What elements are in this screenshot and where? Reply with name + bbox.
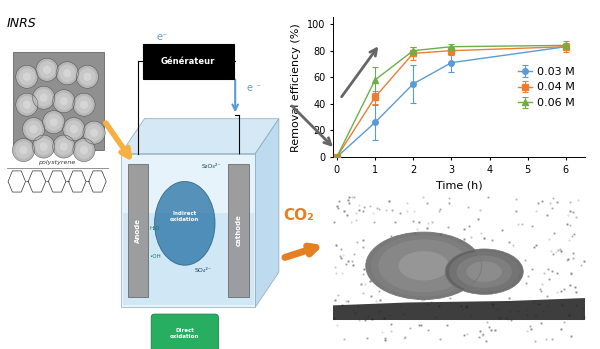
Circle shape — [70, 125, 78, 133]
Legend: 0.03 M, 0.04 M, 0.06 M: 0.03 M, 0.04 M, 0.06 M — [514, 62, 580, 112]
Circle shape — [80, 146, 88, 154]
Circle shape — [43, 66, 51, 74]
Bar — [229, 164, 248, 297]
Polygon shape — [121, 119, 279, 154]
Circle shape — [76, 65, 98, 88]
Circle shape — [65, 120, 82, 138]
Text: polystyrene: polystyrene — [38, 160, 76, 165]
Bar — [13, 52, 104, 150]
Circle shape — [55, 138, 72, 155]
Text: Direct
oxidation: Direct oxidation — [170, 328, 199, 339]
Text: e ⁻: e ⁻ — [247, 83, 261, 93]
Text: cathode: cathode — [236, 214, 242, 246]
Circle shape — [23, 118, 44, 141]
Text: H₂O: H₂O — [149, 227, 160, 231]
Circle shape — [15, 141, 32, 159]
Circle shape — [13, 139, 35, 162]
X-axis label: Time (h): Time (h) — [436, 180, 482, 190]
Circle shape — [25, 120, 42, 138]
Text: CO₂: CO₂ — [284, 208, 314, 223]
FancyBboxPatch shape — [143, 44, 233, 79]
Circle shape — [53, 90, 75, 113]
Circle shape — [371, 235, 476, 297]
Circle shape — [398, 251, 449, 281]
Bar — [122, 213, 254, 305]
Text: INRS: INRS — [7, 17, 37, 30]
Circle shape — [83, 73, 91, 81]
Circle shape — [16, 65, 38, 88]
Text: SO₄²⁻: SO₄²⁻ — [195, 268, 212, 273]
Circle shape — [32, 86, 55, 109]
Ellipse shape — [155, 181, 215, 265]
Circle shape — [38, 61, 55, 79]
Circle shape — [29, 125, 38, 133]
Text: e⁻: e⁻ — [157, 32, 167, 42]
Circle shape — [86, 124, 103, 141]
Circle shape — [53, 135, 75, 158]
Text: Générateur: Générateur — [161, 57, 215, 66]
Circle shape — [35, 89, 52, 106]
Circle shape — [60, 142, 68, 151]
Circle shape — [59, 65, 76, 82]
Circle shape — [63, 69, 71, 77]
Circle shape — [40, 142, 48, 151]
Circle shape — [19, 146, 28, 154]
Circle shape — [43, 111, 65, 134]
Circle shape — [46, 113, 62, 131]
Text: 1 μm: 1 μm — [508, 322, 521, 327]
Circle shape — [83, 121, 105, 144]
Circle shape — [55, 92, 72, 110]
Circle shape — [80, 101, 88, 109]
Circle shape — [32, 135, 55, 158]
Circle shape — [23, 101, 31, 109]
Circle shape — [23, 73, 31, 81]
Circle shape — [16, 93, 38, 116]
Bar — [128, 164, 148, 297]
Text: Indirect
oxidation: Indirect oxidation — [170, 211, 199, 222]
Circle shape — [90, 128, 98, 137]
Text: •OH: •OH — [149, 254, 160, 259]
Circle shape — [79, 68, 96, 86]
Text: S₂O₈²⁻: S₂O₈²⁻ — [202, 164, 221, 169]
Circle shape — [19, 96, 35, 113]
Circle shape — [73, 93, 95, 116]
Bar — [121, 154, 256, 307]
Circle shape — [56, 62, 78, 85]
Circle shape — [445, 249, 523, 295]
Circle shape — [40, 94, 48, 102]
Circle shape — [50, 118, 58, 126]
Polygon shape — [256, 119, 279, 307]
Circle shape — [457, 255, 512, 288]
Circle shape — [73, 139, 95, 162]
Circle shape — [76, 141, 92, 159]
Text: Anode: Anode — [135, 218, 141, 243]
Circle shape — [449, 251, 520, 292]
Circle shape — [60, 97, 68, 105]
Circle shape — [379, 239, 469, 292]
Circle shape — [467, 261, 502, 282]
Y-axis label: Removal efficiency (%): Removal efficiency (%) — [292, 23, 301, 151]
FancyBboxPatch shape — [151, 314, 218, 349]
Circle shape — [36, 58, 58, 81]
Circle shape — [19, 68, 35, 86]
Circle shape — [76, 96, 92, 113]
Circle shape — [366, 232, 482, 299]
Circle shape — [35, 138, 52, 155]
Polygon shape — [333, 298, 585, 320]
Circle shape — [63, 118, 85, 141]
